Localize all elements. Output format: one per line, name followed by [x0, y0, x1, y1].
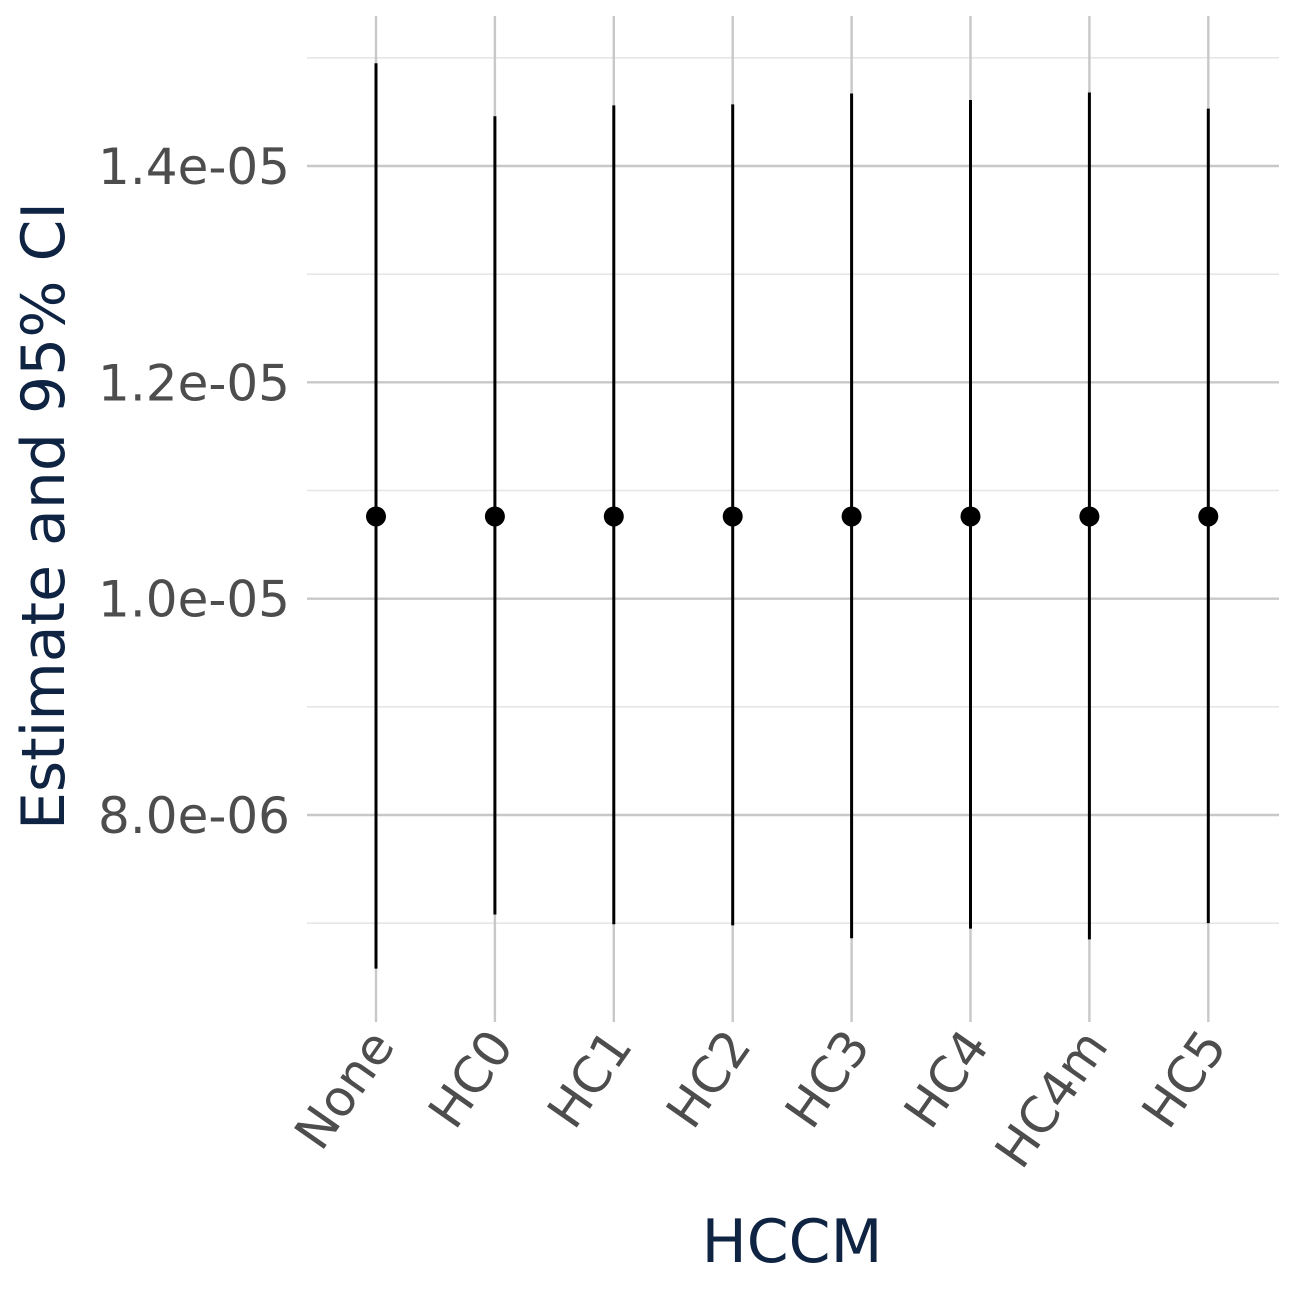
estimate-point-hc5	[1198, 506, 1219, 527]
x-tick-label-hc1: HC1	[536, 1020, 643, 1139]
estimate-point-hc4	[960, 506, 981, 527]
estimate-point-hc1	[603, 506, 624, 527]
estimate-point-hc2	[722, 506, 743, 527]
y-tick-label: 8.0e-06	[98, 787, 290, 845]
y-axis-title: Estimate and 95% CI	[9, 202, 79, 830]
x-tick-label-none: None	[283, 1020, 405, 1160]
x-tick-label-hc4m: HC4m	[984, 1020, 1119, 1179]
estimate-point-none	[366, 506, 386, 527]
y-tick-labels: 8.0e-06 1.0e-05 1.2e-05 1.4e-05	[98, 138, 290, 845]
estimate-point-hc4m	[1079, 506, 1100, 527]
y-tick-label: 1.4e-05	[98, 138, 290, 196]
x-axis-title: HCCM	[702, 1207, 883, 1277]
y-tick-label: 1.2e-05	[98, 354, 290, 412]
x-tick-label-hc4: HC4	[893, 1020, 1000, 1139]
x-tick-label-hc5: HC5	[1131, 1020, 1238, 1139]
estimate-points	[366, 506, 1219, 527]
y-tick-label: 1.0e-05	[98, 571, 290, 629]
estimate-point-hc0	[484, 506, 505, 527]
grid-lines	[307, 16, 1279, 1022]
x-tick-label-hc2: HC2	[655, 1020, 762, 1139]
x-tick-label-hc3: HC3	[774, 1020, 881, 1139]
x-tick-label-hc0: HC0	[417, 1020, 524, 1139]
estimate-point-hc3	[841, 506, 862, 527]
